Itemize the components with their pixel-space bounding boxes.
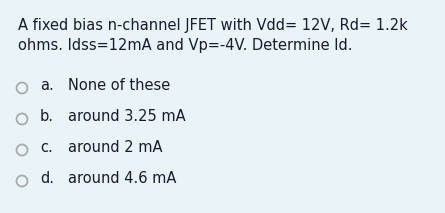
Text: around 3.25 mA: around 3.25 mA [68, 109, 186, 124]
Text: ohms. Idss=12mA and Vp=-4V. Determine Id.: ohms. Idss=12mA and Vp=-4V. Determine Id… [18, 38, 352, 53]
Text: around 2 mA: around 2 mA [68, 140, 162, 155]
Text: c.: c. [40, 140, 53, 155]
Text: None of these: None of these [68, 78, 170, 93]
Text: A fixed bias n-channel JFET with Vdd= 12V, Rd= 1.2k: A fixed bias n-channel JFET with Vdd= 12… [18, 18, 408, 33]
Text: a.: a. [40, 78, 54, 93]
Text: d.: d. [40, 171, 54, 186]
Text: around 4.6 mA: around 4.6 mA [68, 171, 176, 186]
Text: b.: b. [40, 109, 54, 124]
